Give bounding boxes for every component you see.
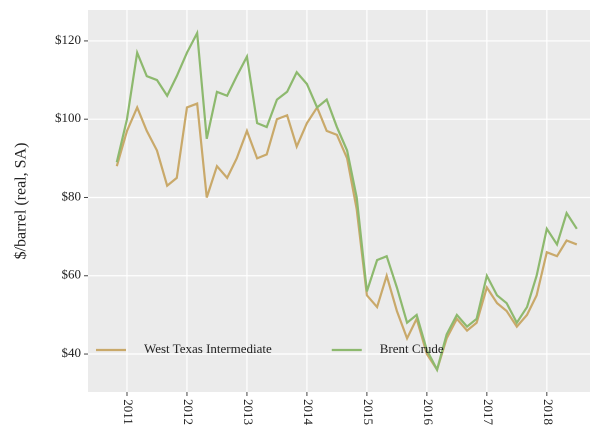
x-tick-label: 2016 <box>421 399 436 426</box>
y-tick-label: $40 <box>62 345 82 360</box>
y-tick-label: $80 <box>62 188 82 203</box>
series-line <box>115 29 578 373</box>
y-axis-label: $/barrel (real, SA) <box>13 143 30 260</box>
legend-label: West Texas Intermediate <box>144 341 272 356</box>
y-tick-label: $100 <box>55 110 81 125</box>
x-tick-label: 2018 <box>541 399 556 425</box>
series-line <box>115 102 578 373</box>
legend-label: Brent Crude <box>380 341 444 356</box>
x-tick-label: 2013 <box>241 399 256 425</box>
y-tick-label: $60 <box>62 267 82 282</box>
x-tick-label: 2017 <box>481 399 496 426</box>
plot-panel <box>88 10 590 392</box>
x-tick-label: 2014 <box>301 399 316 426</box>
x-tick-label: 2015 <box>361 399 376 425</box>
x-tick-label: 2011 <box>121 399 136 425</box>
y-tick-label: $120 <box>55 32 81 47</box>
x-tick-label: 2012 <box>181 399 196 425</box>
